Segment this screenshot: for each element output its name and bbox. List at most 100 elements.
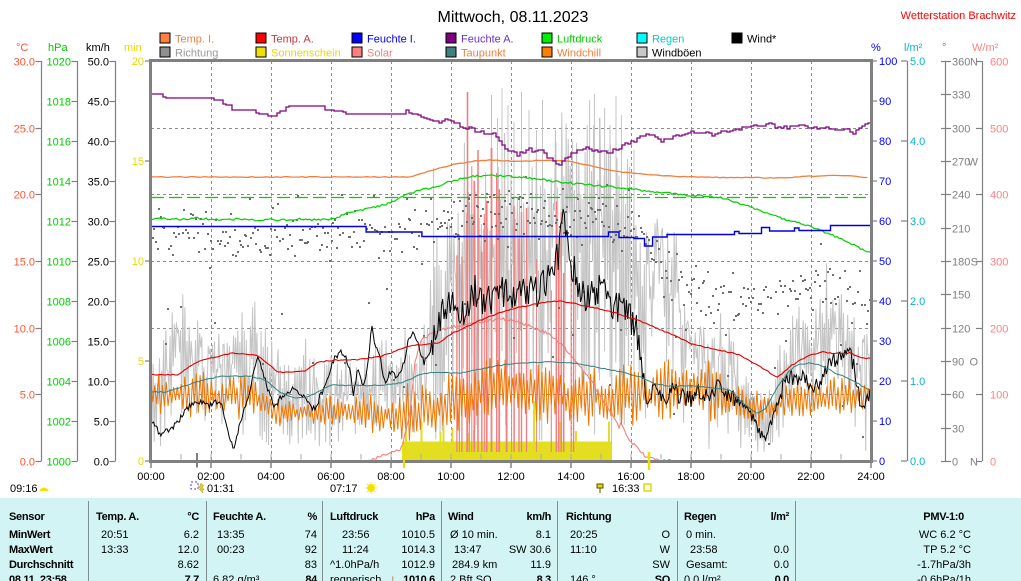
svg-text:10: 10	[132, 256, 144, 268]
svg-text:Windchill: Windchill	[557, 48, 601, 60]
svg-text:15: 15	[132, 156, 144, 168]
svg-text:23:58: 23:58	[690, 544, 718, 556]
svg-text:Wetterstation Brachwitz: Wetterstation Brachwitz	[901, 10, 1016, 22]
svg-text:25.0: 25.0	[88, 257, 109, 269]
svg-text:°C: °C	[16, 42, 28, 54]
svg-text:300: 300	[952, 124, 970, 136]
svg-text:08:00: 08:00	[377, 471, 405, 483]
svg-text:5.0: 5.0	[20, 390, 35, 402]
svg-text:240: 240	[952, 190, 970, 202]
svg-text:Mittwoch, 08.11.2023: Mittwoch, 08.11.2023	[438, 9, 589, 26]
svg-text:04:00: 04:00	[257, 471, 285, 483]
svg-text:01:31: 01:31	[207, 483, 235, 495]
svg-text:60: 60	[879, 216, 891, 228]
svg-text:Regen: Regen	[652, 34, 684, 46]
svg-text:S: S	[971, 257, 978, 269]
svg-text:Feuchte A.: Feuchte A.	[461, 34, 514, 46]
svg-text:min: min	[124, 42, 142, 54]
svg-text:SO: SO	[655, 574, 671, 581]
svg-text:l/m²: l/m²	[904, 42, 923, 54]
svg-text:146 °: 146 °	[570, 574, 596, 581]
svg-text:%: %	[308, 511, 318, 523]
svg-text:00:00: 00:00	[137, 471, 165, 483]
svg-text:Gesamt:: Gesamt:	[686, 559, 728, 571]
svg-text:270: 270	[952, 157, 970, 169]
svg-text:13:35: 13:35	[217, 529, 245, 541]
svg-text:Luftdruck: Luftdruck	[557, 34, 603, 46]
svg-text:25.0: 25.0	[14, 124, 35, 136]
svg-text:210: 210	[952, 224, 970, 236]
svg-text:↓: ↓	[390, 572, 396, 581]
svg-text:O: O	[969, 357, 978, 369]
svg-text:1014.3: 1014.3	[401, 544, 435, 556]
svg-text:3.0: 3.0	[910, 216, 925, 228]
svg-text:0.0: 0.0	[774, 559, 789, 571]
svg-text:Sensor: Sensor	[9, 511, 46, 523]
svg-text:90: 90	[879, 96, 891, 108]
svg-text:^1.0hPa/h: ^1.0hPa/h	[330, 559, 379, 571]
svg-text:40: 40	[879, 296, 891, 308]
svg-text:10: 10	[879, 416, 891, 428]
svg-text:360: 360	[952, 57, 970, 69]
svg-text:0.0 l/m²: 0.0 l/m²	[684, 574, 721, 581]
svg-text:Durchschnitt: Durchschnitt	[9, 559, 74, 571]
svg-text:N: N	[970, 457, 978, 469]
svg-text:12.0: 12.0	[178, 544, 199, 556]
svg-text:12:00: 12:00	[497, 471, 525, 483]
svg-text:400: 400	[990, 190, 1008, 202]
svg-text:20:00: 20:00	[737, 471, 765, 483]
svg-text:Feuchte I.: Feuchte I.	[367, 34, 416, 46]
svg-text:10.0: 10.0	[88, 377, 109, 389]
svg-text:0: 0	[952, 457, 958, 469]
svg-text:06:00: 06:00	[317, 471, 345, 483]
svg-text:11:10: 11:10	[570, 544, 597, 556]
svg-text:200: 200	[990, 324, 1008, 336]
svg-text:N: N	[970, 57, 978, 69]
svg-text:5: 5	[138, 356, 144, 368]
svg-text:6.82 g/m³: 6.82 g/m³	[213, 574, 260, 581]
svg-text:hPa: hPa	[416, 511, 436, 523]
svg-text:84: 84	[305, 574, 318, 581]
svg-text:2 Bft SO: 2 Bft SO	[450, 574, 492, 581]
svg-text:8.62: 8.62	[178, 559, 199, 571]
svg-text:WC 6.2 °C: WC 6.2 °C	[919, 529, 971, 541]
svg-text:%: %	[871, 42, 881, 54]
svg-text:l/m²: l/m²	[771, 511, 790, 523]
svg-text:6.2: 6.2	[184, 529, 199, 541]
svg-text:10:00: 10:00	[437, 471, 465, 483]
svg-text:09:16: 09:16	[10, 483, 38, 495]
svg-text:0.0: 0.0	[20, 457, 35, 469]
svg-text:70: 70	[879, 176, 891, 188]
svg-text:Richtung: Richtung	[566, 511, 611, 523]
svg-text:20.0: 20.0	[14, 190, 35, 202]
svg-text:30.0: 30.0	[14, 57, 35, 69]
svg-text:regnerisch: regnerisch	[330, 574, 381, 581]
svg-text:100: 100	[879, 56, 897, 68]
svg-text:5.0: 5.0	[94, 417, 109, 429]
svg-text:1016: 1016	[47, 137, 71, 149]
svg-text:35.0: 35.0	[88, 177, 109, 189]
svg-text:TP 5.2 °C: TP 5.2 °C	[923, 544, 971, 556]
svg-text:SW 30.6: SW 30.6	[509, 544, 551, 556]
svg-text:23:56: 23:56	[342, 529, 370, 541]
svg-text:284.9 km: 284.9 km	[452, 559, 497, 571]
svg-text:83: 83	[305, 559, 317, 571]
svg-text:92: 92	[305, 544, 317, 556]
svg-text:PMV-1:0: PMV-1:0	[923, 511, 964, 523]
svg-text:0: 0	[138, 456, 144, 468]
svg-text:00:23: 00:23	[217, 544, 245, 556]
svg-text:°C: °C	[187, 511, 199, 523]
svg-text:Feuchte A.: Feuchte A.	[213, 511, 266, 523]
svg-text:40.0: 40.0	[88, 137, 109, 149]
svg-text:MinWert: MinWert	[9, 529, 51, 541]
svg-text:km/h: km/h	[86, 42, 110, 54]
svg-text:8.1: 8.1	[536, 529, 551, 541]
svg-text:Temp. A.: Temp. A.	[96, 511, 139, 523]
svg-text:1012: 1012	[47, 217, 71, 229]
svg-text:Taupunkt: Taupunkt	[461, 48, 506, 60]
svg-text:15.0: 15.0	[88, 337, 109, 349]
svg-text:0.0: 0.0	[775, 574, 790, 581]
svg-text:W/m²: W/m²	[972, 42, 999, 54]
svg-text:Ø 10 min.: Ø 10 min.	[450, 529, 498, 541]
svg-text:1006: 1006	[47, 337, 71, 349]
